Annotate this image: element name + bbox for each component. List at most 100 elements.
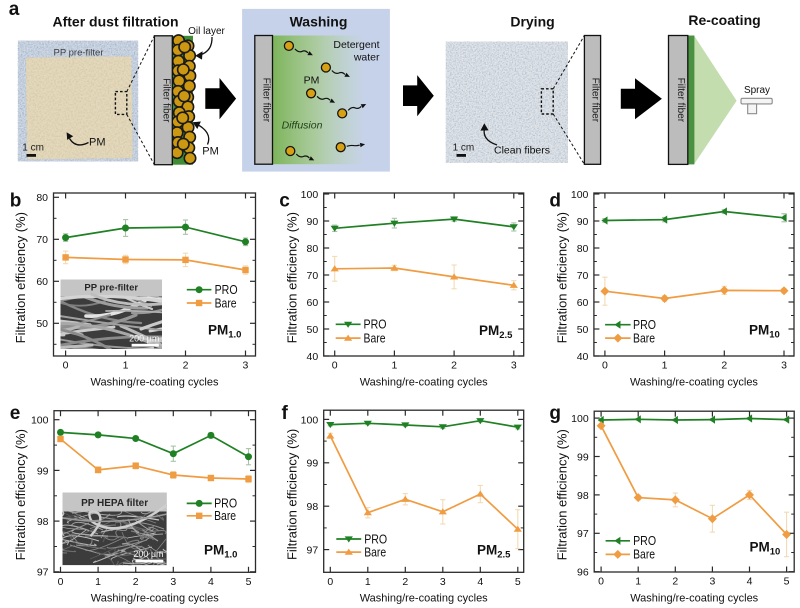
svg-text:1 cm: 1 cm xyxy=(22,143,44,154)
svg-text:2: 2 xyxy=(183,359,189,371)
svg-text:PM: PM xyxy=(89,137,106,149)
svg-text:100: 100 xyxy=(301,414,319,426)
svg-text:0: 0 xyxy=(332,359,338,371)
svg-text:Filtration efficiency (%): Filtration efficiency (%) xyxy=(555,429,570,560)
svg-text:80: 80 xyxy=(36,192,48,204)
svg-text:a: a xyxy=(9,0,20,20)
svg-text:Washing/re-coating cycles: Washing/re-coating cycles xyxy=(360,593,488,605)
svg-text:PP pre-filter: PP pre-filter xyxy=(54,48,104,59)
svg-text:99: 99 xyxy=(37,465,49,477)
svg-text:0: 0 xyxy=(327,576,333,588)
svg-text:Washing/re-coating cycles: Washing/re-coating cycles xyxy=(91,376,219,388)
svg-text:Filtration efficiency (%): Filtration efficiency (%) xyxy=(13,212,28,343)
svg-text:1: 1 xyxy=(635,576,641,588)
svg-text:0: 0 xyxy=(602,359,608,371)
svg-text:5: 5 xyxy=(784,576,790,588)
svg-text:f: f xyxy=(282,403,289,424)
svg-text:80: 80 xyxy=(577,243,589,255)
svg-text:200 μm: 200 μm xyxy=(129,333,159,343)
svg-text:100: 100 xyxy=(571,189,589,201)
svg-text:g: g xyxy=(549,403,561,424)
svg-text:PRO: PRO xyxy=(215,283,238,297)
svg-text:100: 100 xyxy=(571,413,589,425)
svg-text:Oil layer: Oil layer xyxy=(188,26,225,37)
svg-text:1: 1 xyxy=(365,576,371,588)
svg-text:Filtration efficiency (%): Filtration efficiency (%) xyxy=(285,212,300,343)
svg-text:5: 5 xyxy=(515,576,521,588)
svg-text:PRO: PRO xyxy=(633,534,656,548)
svg-text:PP pre-filter: PP pre-filter xyxy=(84,282,138,293)
svg-text:50: 50 xyxy=(307,324,319,336)
svg-text:Washing/re-coating cycles: Washing/re-coating cycles xyxy=(360,376,488,388)
svg-text:0: 0 xyxy=(598,576,604,588)
svg-text:97: 97 xyxy=(307,545,319,557)
svg-text:90: 90 xyxy=(577,216,589,228)
svg-text:2: 2 xyxy=(451,359,457,371)
svg-text:0: 0 xyxy=(63,359,69,371)
svg-text:PM: PM xyxy=(304,75,320,87)
svg-text:2: 2 xyxy=(721,359,727,371)
svg-text:1: 1 xyxy=(123,359,129,371)
svg-text:After dust filtration: After dust filtration xyxy=(53,14,179,30)
svg-text:e: e xyxy=(10,403,21,424)
svg-text:Bare: Bare xyxy=(364,545,386,559)
svg-text:80: 80 xyxy=(307,243,319,255)
svg-text:97: 97 xyxy=(577,528,589,540)
svg-text:200 μm: 200 μm xyxy=(133,549,163,559)
svg-text:Filtration efficiency (%): Filtration efficiency (%) xyxy=(13,429,28,560)
svg-text:Bare: Bare xyxy=(214,509,236,523)
svg-text:Bare: Bare xyxy=(215,296,237,310)
svg-text:Detergent: Detergent xyxy=(333,39,379,51)
svg-text:60: 60 xyxy=(577,297,589,309)
svg-text:100: 100 xyxy=(301,189,319,201)
svg-text:100: 100 xyxy=(31,415,49,427)
svg-text:60: 60 xyxy=(36,276,48,288)
svg-text:2: 2 xyxy=(402,576,408,588)
svg-text:Filtration efficiency (%): Filtration efficiency (%) xyxy=(285,429,300,560)
svg-text:3: 3 xyxy=(781,359,787,371)
svg-text:Filtration efficiency (%): Filtration efficiency (%) xyxy=(555,212,570,343)
svg-text:Clean fibers: Clean fibers xyxy=(494,145,550,157)
svg-text:1: 1 xyxy=(662,359,668,371)
svg-text:50: 50 xyxy=(577,324,589,336)
svg-text:0: 0 xyxy=(58,576,64,588)
svg-text:PM: PM xyxy=(202,146,219,158)
svg-text:70: 70 xyxy=(577,270,589,282)
svg-text:Washing/re-coating cycles: Washing/re-coating cycles xyxy=(630,592,758,604)
svg-text:Bare: Bare xyxy=(364,331,386,345)
svg-text:99: 99 xyxy=(577,451,589,463)
svg-text:2: 2 xyxy=(672,576,678,588)
svg-text:Bare: Bare xyxy=(633,548,655,562)
svg-text:PP HEPA filter: PP HEPA filter xyxy=(81,498,148,509)
svg-text:Washing/re-coating cycles: Washing/re-coating cycles xyxy=(91,593,219,605)
svg-text:4: 4 xyxy=(477,576,483,588)
svg-text:50: 50 xyxy=(36,318,48,330)
svg-text:1: 1 xyxy=(391,359,397,371)
svg-text:70: 70 xyxy=(36,234,48,246)
svg-text:70: 70 xyxy=(307,270,319,282)
svg-text:d: d xyxy=(549,190,561,211)
svg-text:Diffusion: Diffusion xyxy=(282,120,323,132)
svg-text:3: 3 xyxy=(170,576,176,588)
svg-text:90: 90 xyxy=(307,216,319,228)
svg-text:3: 3 xyxy=(440,576,446,588)
svg-text:3: 3 xyxy=(511,359,517,371)
svg-text:water: water xyxy=(353,51,380,63)
svg-text:b: b xyxy=(10,190,22,211)
svg-text:Drying: Drying xyxy=(510,14,554,30)
svg-text:Re-coating: Re-coating xyxy=(688,12,760,28)
svg-text:40: 40 xyxy=(577,351,589,363)
svg-text:3: 3 xyxy=(709,576,715,588)
svg-text:5: 5 xyxy=(246,576,252,588)
svg-text:PRO: PRO xyxy=(364,318,387,332)
svg-text:Bare: Bare xyxy=(633,331,655,345)
svg-text:99: 99 xyxy=(307,458,319,470)
svg-text:60: 60 xyxy=(307,297,319,309)
svg-text:98: 98 xyxy=(37,516,49,528)
svg-text:PRO: PRO xyxy=(364,532,387,546)
svg-text:c: c xyxy=(279,190,290,211)
svg-text:4: 4 xyxy=(208,576,214,588)
svg-text:Washing: Washing xyxy=(290,14,348,30)
svg-text:97: 97 xyxy=(37,567,49,579)
svg-text:1 cm: 1 cm xyxy=(453,143,475,154)
